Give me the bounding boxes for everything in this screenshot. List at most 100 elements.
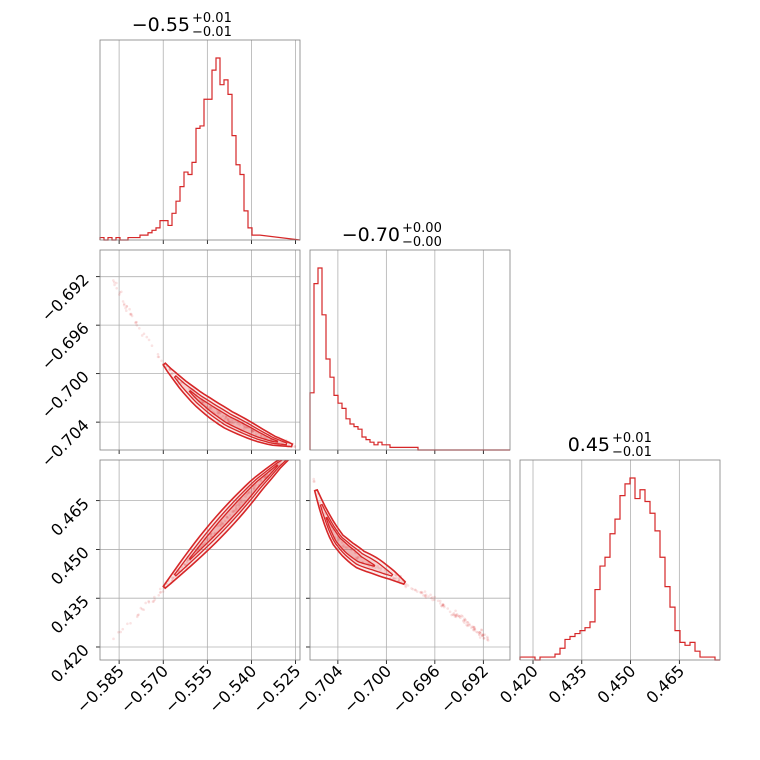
panel-1-1 [337, 250, 484, 454]
scatter-point [156, 355, 160, 359]
scatter-point [218, 412, 221, 415]
scatter-point [442, 605, 446, 609]
scatter-point [259, 434, 263, 438]
scatter-point [201, 401, 205, 405]
histogram-0 [99, 57, 301, 241]
scatter-point [355, 557, 359, 561]
scatter-point [478, 636, 482, 639]
scatter-point [455, 614, 458, 617]
scatter-point [147, 599, 150, 603]
scatter-point [223, 519, 227, 523]
scatter-point [440, 604, 443, 608]
scatter-point [441, 603, 445, 607]
scatter-point [134, 321, 137, 325]
scatter-point [340, 541, 344, 544]
scatter-point [207, 537, 211, 540]
scatter-point [250, 430, 254, 433]
scatter-point [354, 556, 358, 560]
scatter-point [457, 614, 460, 617]
scatter-point [433, 595, 437, 599]
scatter-point [475, 630, 478, 634]
scatter-point [245, 426, 248, 430]
scatter-point [142, 332, 146, 336]
scatter-point [243, 499, 246, 503]
scatter-point [398, 578, 401, 582]
scatter-point [441, 603, 445, 606]
scatter-point [216, 524, 220, 528]
panel-title-0: −0.55 +0.01−0.01 [132, 11, 232, 40]
scatter-point [337, 538, 341, 542]
y-tick-label: −0.700 [38, 367, 93, 422]
x-tick-label: −0.585 [73, 661, 128, 716]
scatter-point [230, 421, 233, 425]
scatter-point [480, 633, 484, 637]
scatter-point [392, 576, 395, 579]
title-value: 0.45 [568, 434, 610, 456]
panel-1-0 [96, 250, 300, 454]
scatter-point [158, 591, 162, 594]
scatter-point [400, 580, 404, 583]
scatter-point [142, 608, 146, 612]
scatter-point [438, 602, 442, 605]
title-plus: +0.01 [192, 11, 232, 26]
scatter-point [462, 619, 465, 623]
scatter-point [379, 567, 383, 570]
scatter-point [433, 598, 436, 601]
scatter-point [210, 534, 213, 538]
scatter-point [128, 307, 131, 311]
scatter-point [220, 522, 224, 525]
scatter-point [115, 286, 119, 290]
scatter-point [226, 516, 229, 519]
scatter-point [421, 591, 424, 594]
scatter-point [404, 584, 407, 587]
scatter-point [125, 305, 129, 308]
scatter-point [427, 595, 430, 598]
scatter-point [454, 615, 458, 619]
scatter-point [341, 545, 344, 548]
density-contour [188, 389, 279, 443]
scatter-point [253, 485, 257, 488]
scatter-point [472, 625, 476, 629]
scatter-point [284, 457, 287, 460]
scatter-point [122, 303, 126, 307]
scatter-point [252, 486, 256, 490]
scatter-point [480, 634, 484, 638]
scatter-point [135, 615, 139, 619]
scatter-point [312, 477, 316, 481]
scatter-point [471, 625, 474, 629]
scatter-point [221, 414, 225, 418]
scatter-point [118, 291, 122, 294]
scatter-point [147, 601, 151, 604]
scatter-point [313, 480, 316, 483]
scatter-point [291, 455, 294, 458]
scatter-point [112, 279, 115, 282]
scatter-point [128, 312, 132, 316]
scatter-point [117, 630, 120, 634]
scatter-point [478, 633, 481, 637]
x-tick-label: −0.540 [205, 661, 260, 716]
scatter-point [483, 633, 487, 636]
scatter-point [289, 452, 292, 455]
scatter-point [472, 627, 476, 631]
scatter-point [237, 503, 241, 506]
scatter-point [240, 498, 243, 501]
scatter-point [226, 418, 230, 421]
scatter-point [476, 631, 479, 634]
scatter-point [438, 599, 442, 603]
scatter-point [219, 524, 223, 528]
scatter-point [423, 594, 427, 597]
scatter-point [134, 320, 138, 324]
scatter-point [252, 487, 256, 491]
scatter-point [448, 610, 452, 614]
y-tick-label: 0.465 [47, 494, 93, 540]
scatter-point [237, 501, 241, 504]
scatter-point [232, 510, 235, 513]
scatter-point [173, 576, 176, 579]
x-tick-label: 0.420 [496, 661, 542, 707]
panel-frame [309, 249, 511, 451]
scatter-point [244, 425, 247, 429]
panel-frame [309, 459, 511, 661]
title-minus: −0.01 [612, 445, 652, 460]
scatter-point [482, 634, 485, 637]
scatter-point [451, 613, 455, 616]
